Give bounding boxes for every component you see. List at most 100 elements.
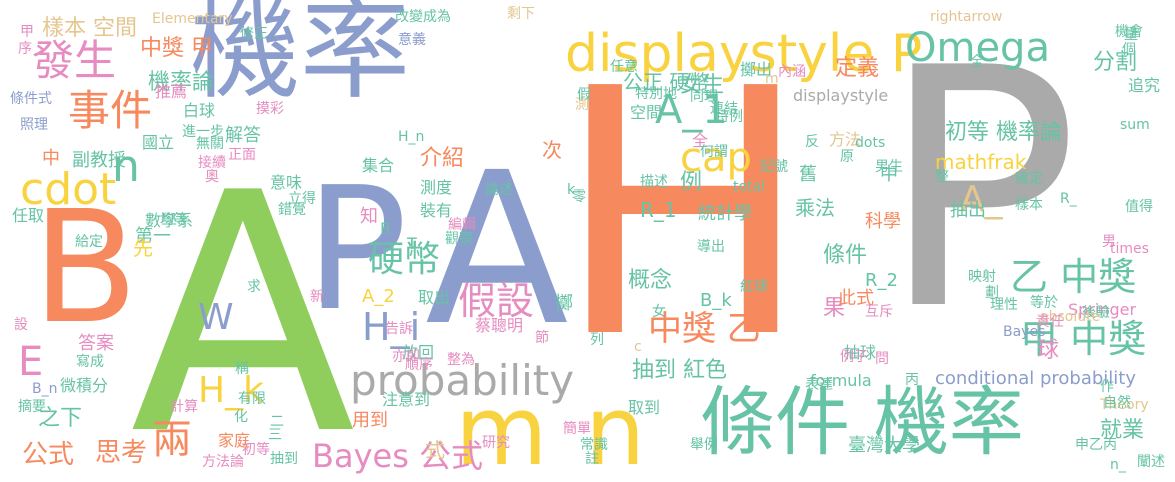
cloud-word: absolute — [1040, 309, 1101, 325]
cloud-word: 空間 — [630, 103, 663, 122]
cloud-word: 同理 — [690, 89, 718, 105]
cloud-word: Elementary — [152, 11, 233, 27]
cloud-word: 發生 — [32, 36, 117, 85]
cloud-word: 改變成為 — [395, 9, 451, 25]
cloud-word: R_2 — [865, 270, 898, 291]
cloud-word: 女 — [652, 304, 666, 320]
cloud-word: 假 — [577, 87, 591, 103]
cloud-word: P — [305, 151, 408, 349]
cloud-word: 條件 — [823, 243, 868, 268]
cloud-word: T — [407, 234, 417, 253]
cloud-word: 求 — [247, 279, 261, 295]
cloud-word: 抽到 — [270, 451, 298, 467]
cloud-word: 等於 — [1030, 295, 1058, 311]
cloud-word: H_i — [362, 305, 421, 349]
cloud-word: n — [585, 377, 646, 482]
cloud-word: B_n — [32, 381, 58, 397]
cloud-word: 思考 — [95, 438, 148, 468]
cloud-word: 個 — [1122, 42, 1136, 58]
cloud-word: 意義 — [398, 32, 426, 48]
cloud-word: 機會 — [1115, 24, 1143, 40]
cloud-word: 果 — [823, 296, 846, 321]
cloud-word: 化 — [234, 409, 248, 425]
cloud-word: 摸彩 — [256, 101, 284, 117]
cloud-word: 中獎 甲 — [140, 36, 213, 61]
cloud-word: 臺灣大學 — [848, 435, 920, 456]
cloud-word: 蔡聰明 — [475, 316, 524, 335]
cloud-word: 進一步 — [182, 124, 224, 140]
cloud-word: 表達 — [805, 377, 833, 393]
cloud-word: 列 — [590, 332, 604, 348]
cloud-word: 科學 — [865, 211, 901, 232]
cloud-word: B — [32, 177, 139, 358]
cloud-word: 序 — [18, 41, 32, 57]
cloud-word: 舊 — [799, 164, 817, 185]
cloud-word: 錯覺 — [278, 202, 306, 218]
cloud-word: 假設 — [458, 279, 535, 323]
cloud-word: 機率 — [190, 0, 410, 114]
cloud-word: 亦即 — [392, 349, 420, 365]
cloud-word: 方法 — [829, 130, 862, 149]
cloud-word: 剩下 — [507, 6, 535, 22]
cloud-word: 測 — [575, 97, 589, 113]
cloud-word: 問 — [875, 351, 889, 367]
cloud-word: 均等 — [160, 212, 188, 228]
cloud-word: 第一 — [135, 226, 171, 247]
cloud-word: 式 — [425, 438, 445, 462]
cloud-word: 樣本 空間 — [42, 16, 137, 41]
cloud-word: 原 — [840, 149, 854, 165]
cloud-word: 後驗 — [1082, 305, 1110, 321]
cloud-word: m — [765, 71, 779, 87]
cloud-word: 舉例 — [690, 437, 718, 453]
cloud-word: 分割 — [1093, 50, 1138, 75]
cloud-word: 正面 — [228, 147, 256, 163]
cloud-word: 論述 — [485, 182, 513, 198]
cloud-word: 設 — [14, 317, 28, 333]
cloud-word: 記號 — [760, 159, 788, 175]
cloud-word: 知 — [360, 206, 378, 227]
cloud-word: 計算 — [170, 399, 198, 415]
cloud-word: 新 — [310, 289, 324, 305]
cloud-word: dots — [855, 135, 886, 151]
cloud-word: 中獎 乙 — [648, 309, 761, 349]
cloud-word: 就業 — [1100, 418, 1145, 443]
cloud-word: 闡述 — [1137, 454, 1165, 470]
cloud-word: k — [567, 182, 576, 198]
cloud-word: 微積分 — [60, 376, 109, 395]
cloud-word: 告訴 — [385, 321, 413, 337]
cloud-word: 男生 — [875, 159, 903, 175]
cloud-word: 連結 — [710, 101, 738, 117]
cloud-word: 介紹 — [420, 146, 465, 171]
cloud-word: E — [18, 339, 44, 385]
cloud-word: R_1 — [640, 198, 677, 222]
cloud-word: 抽到 紅色 — [632, 358, 727, 383]
cloud-word: 二 — [270, 414, 284, 430]
cloud-word: 公正 硬幣 — [623, 70, 710, 94]
cloud-word: 簡單 — [563, 421, 591, 437]
cloud-word: 量 — [1124, 27, 1138, 43]
cloud-word: 中 — [880, 164, 898, 185]
cloud-word: H_n — [398, 129, 425, 145]
cloud-word: 測度 — [420, 178, 453, 197]
cloud-word: 樣本 — [1015, 197, 1043, 213]
cloud-word: m — [455, 377, 548, 482]
cloud-word: 任意 — [610, 59, 638, 75]
cloud-word: sum — [1120, 117, 1150, 133]
cloud-word: R_ — [1060, 191, 1077, 207]
cloud-word: 此式 — [838, 288, 874, 309]
cloud-word: 摘要 — [18, 399, 46, 415]
cloud-word: 追究 — [1128, 76, 1161, 95]
cloud-word: P — [880, 0, 1079, 382]
cloud-word: 用到 — [352, 410, 388, 431]
cloud-word: 值得 — [1125, 199, 1153, 215]
cloud-word: 放回 — [402, 343, 435, 362]
cloud-word: W — [198, 297, 234, 338]
cloud-word: 概念 — [628, 268, 673, 293]
cloud-word: 中 — [42, 148, 60, 169]
cloud-word: 註 — [585, 451, 599, 467]
cloud-word: 初等 機率論 — [945, 120, 1062, 145]
cloud-word: 抽球 — [844, 343, 877, 362]
cloud-word: 責任 — [1036, 314, 1064, 330]
cloud-word: 有限 — [238, 391, 266, 407]
cloud-word: 國立 — [142, 133, 175, 152]
